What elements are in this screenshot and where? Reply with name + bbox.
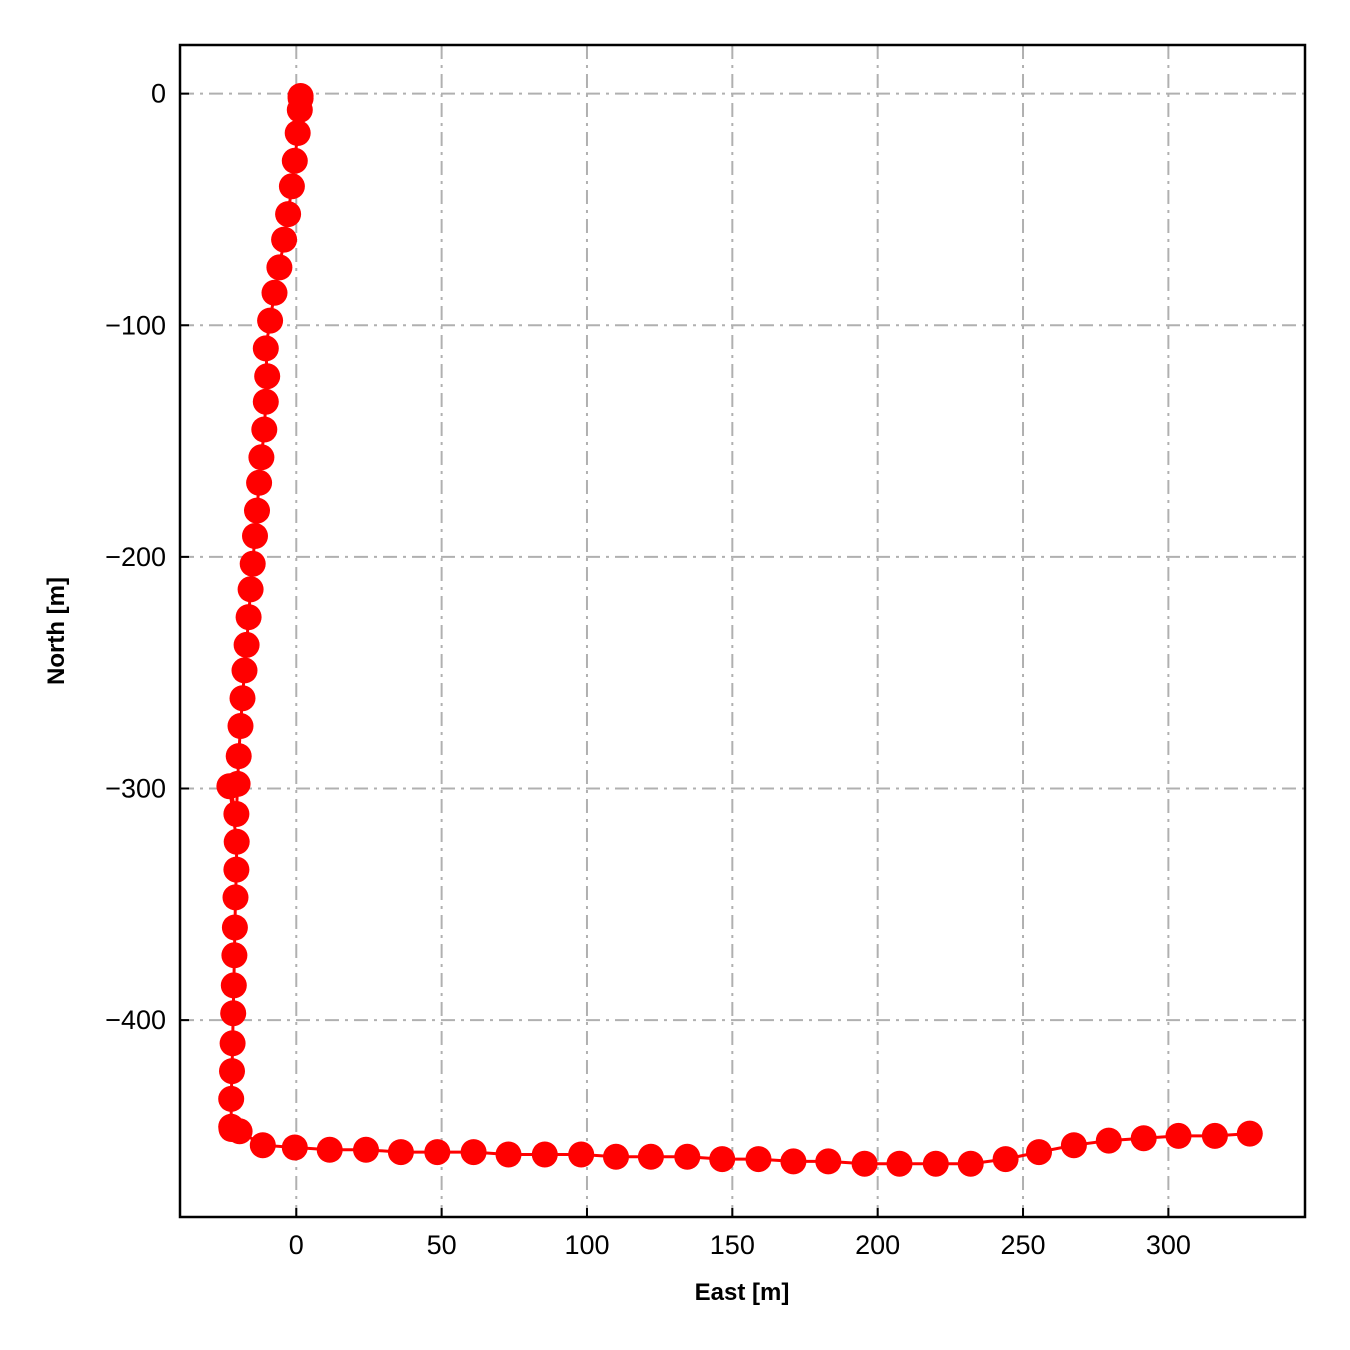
y-tick-label: −300 bbox=[105, 774, 166, 804]
x-tick-label: 0 bbox=[289, 1230, 304, 1260]
trajectory-point bbox=[851, 1150, 878, 1177]
trajectory-point bbox=[1060, 1132, 1087, 1159]
trajectory-point bbox=[1201, 1122, 1228, 1149]
trajectory-point bbox=[745, 1146, 772, 1173]
trajectory-point bbox=[674, 1143, 701, 1170]
trajectory-point bbox=[216, 773, 243, 800]
trajectory-point bbox=[223, 856, 250, 883]
trajectory-point bbox=[316, 1136, 343, 1163]
trajectory-point bbox=[275, 201, 302, 228]
trajectory-point bbox=[992, 1146, 1019, 1173]
trajectory-point bbox=[220, 972, 247, 999]
x-tick-label: 200 bbox=[855, 1230, 900, 1260]
trajectory-point bbox=[424, 1139, 451, 1166]
ticks bbox=[180, 92, 1170, 1217]
trajectory-point bbox=[222, 884, 249, 911]
trajectory-point bbox=[266, 254, 293, 281]
y-tick-label: 0 bbox=[151, 79, 166, 109]
trajectory-point bbox=[246, 469, 273, 496]
trajectory-point bbox=[1165, 1122, 1192, 1149]
x-tick-label: 50 bbox=[427, 1230, 457, 1260]
trajectory-point bbox=[248, 444, 275, 471]
trajectory-point bbox=[252, 388, 279, 415]
trajectory-point bbox=[226, 1118, 253, 1145]
trajectory-point bbox=[219, 1030, 246, 1057]
trajectory-point bbox=[284, 120, 311, 146]
trajectory-point bbox=[886, 1150, 913, 1177]
y-tick-label: −100 bbox=[105, 310, 166, 340]
trajectory-point bbox=[460, 1139, 487, 1166]
x-tick-label: 150 bbox=[710, 1230, 755, 1260]
trajectory-point bbox=[254, 363, 281, 390]
trajectory-point bbox=[353, 1136, 379, 1163]
trajectory-point bbox=[219, 1058, 245, 1085]
y-tick-label: −200 bbox=[105, 542, 166, 572]
trajectory-point bbox=[244, 497, 270, 524]
trajectory-point bbox=[603, 1143, 629, 1170]
x-tick-labels: 0 50 100 150 200 250 300 bbox=[289, 1230, 1191, 1260]
trajectory-point bbox=[239, 550, 266, 577]
plot-frame bbox=[178, 43, 1307, 1219]
trajectory-point bbox=[568, 1141, 595, 1168]
trajectory-point bbox=[225, 743, 252, 770]
trajectory-point bbox=[957, 1150, 984, 1177]
trajectory-point bbox=[281, 147, 308, 174]
y-tick-labels: 0 −100 −200 −300 −400 bbox=[105, 79, 166, 1035]
trajectory-point bbox=[242, 523, 268, 549]
trajectory-point bbox=[252, 335, 279, 362]
trajectory-point bbox=[637, 1143, 664, 1170]
y-tick-label: −400 bbox=[105, 1005, 166, 1035]
y-axis-title: North [m] bbox=[43, 577, 70, 685]
trajectory-point bbox=[922, 1150, 949, 1177]
trajectory-point bbox=[218, 1085, 245, 1112]
trajectory-point bbox=[709, 1146, 736, 1173]
trajectory-point bbox=[229, 685, 256, 712]
trajectory-point bbox=[271, 226, 298, 253]
trajectory-point bbox=[223, 801, 250, 827]
trajectory-point bbox=[531, 1141, 558, 1168]
trajectory-point bbox=[261, 279, 288, 306]
x-axis-title: East [m] bbox=[695, 1279, 790, 1306]
trajectory-point bbox=[235, 604, 262, 631]
trajectory-point bbox=[780, 1148, 807, 1175]
trajectory-point bbox=[233, 631, 260, 658]
trajectory-point bbox=[815, 1148, 842, 1175]
trajectory-series bbox=[216, 83, 1263, 1177]
x-tick-label: 300 bbox=[1146, 1230, 1191, 1260]
trajectory-point bbox=[1026, 1139, 1052, 1166]
trajectory-point bbox=[220, 1000, 247, 1027]
trajectory-point bbox=[257, 307, 284, 334]
trajectory-point bbox=[278, 173, 305, 200]
trajectory-point bbox=[286, 96, 313, 123]
trajectory-point bbox=[223, 828, 250, 855]
trajectory-point bbox=[221, 942, 248, 969]
trajectory-point bbox=[221, 914, 248, 941]
trajectory-point bbox=[1095, 1127, 1122, 1154]
trajectory-point bbox=[1236, 1120, 1263, 1147]
trajectory-point bbox=[495, 1141, 522, 1168]
trajectory-point bbox=[227, 713, 254, 739]
trajectory-point bbox=[231, 657, 258, 684]
trajectory-point bbox=[237, 576, 264, 603]
trajectory-point bbox=[1130, 1125, 1157, 1152]
trajectory-point bbox=[387, 1139, 414, 1166]
trajectory-point bbox=[249, 1132, 276, 1159]
trajectory-point bbox=[251, 416, 278, 443]
trajectory-point bbox=[281, 1134, 308, 1161]
x-tick-label: 100 bbox=[564, 1230, 609, 1260]
x-tick-label: 250 bbox=[1000, 1230, 1045, 1260]
